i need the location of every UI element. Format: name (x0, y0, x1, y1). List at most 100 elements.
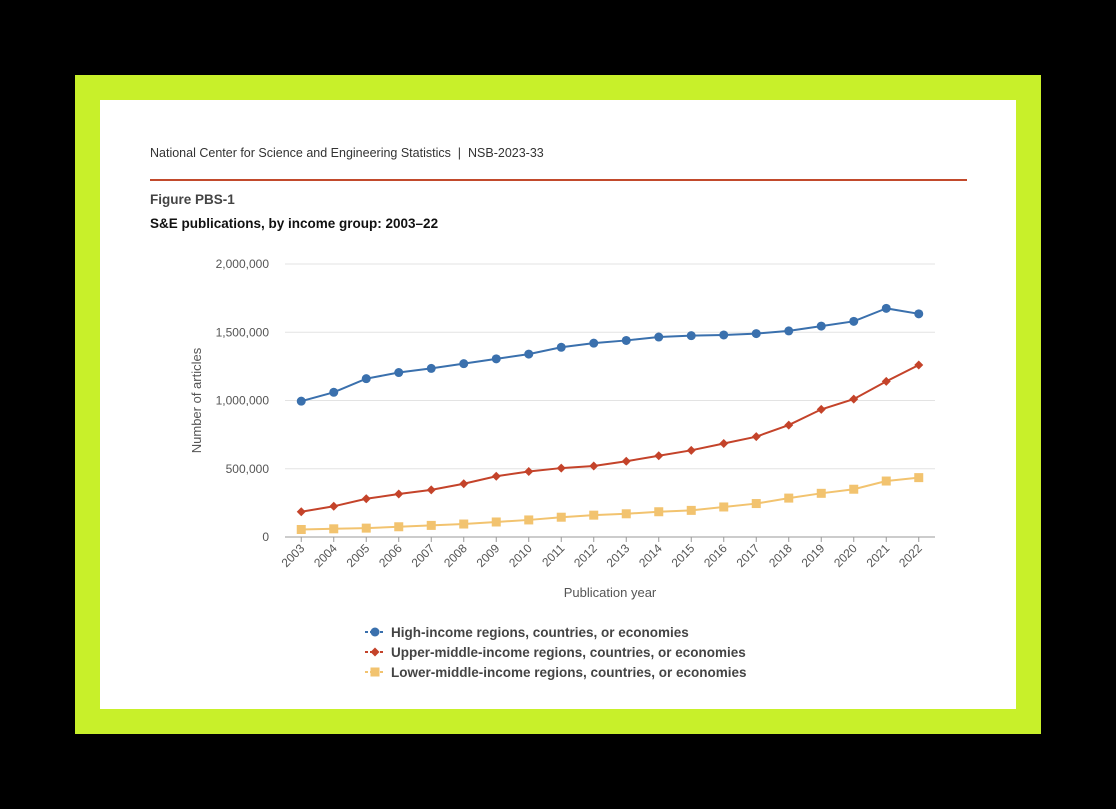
x-tick-label: 2007 (409, 541, 438, 570)
y-tick-label: 2,000,000 (216, 257, 270, 271)
data-point-series-2 (459, 479, 469, 489)
series-line-3 (301, 476, 919, 531)
data-point-series-1 (556, 342, 566, 352)
chart-legend: High-income regions, countries, or econo… (365, 622, 747, 682)
x-tick-label: 2014 (636, 541, 665, 570)
data-point-series-1 (751, 329, 761, 339)
data-point-series-2 (296, 507, 306, 517)
data-point-series-2 (849, 394, 859, 404)
x-tick-label: 2003 (279, 541, 308, 570)
data-point-series-3 (751, 499, 761, 509)
data-point-series-2 (426, 485, 436, 495)
data-point-series-3 (426, 520, 436, 530)
data-point-series-3 (621, 509, 631, 519)
data-point-series-1 (816, 321, 826, 331)
x-tick-label: 2022 (896, 541, 925, 570)
circle-marker-icon (365, 627, 385, 637)
data-point-series-2 (329, 501, 339, 511)
data-point-series-3 (849, 484, 859, 494)
data-point-series-1 (296, 396, 306, 406)
data-point-series-2 (686, 445, 696, 455)
figure-label: Figure PBS-1 (150, 192, 235, 207)
data-point-series-1 (881, 303, 891, 313)
y-axis-title: Number of articles (189, 347, 204, 453)
figure-title: S&E publications, by income group: 2003–… (150, 216, 439, 231)
data-point-series-1 (394, 368, 404, 378)
data-point-series-1 (589, 338, 599, 348)
data-point-series-3 (394, 522, 404, 532)
data-point-series-1 (361, 374, 371, 384)
x-tick-label: 2017 (734, 541, 763, 570)
legend-item[interactable]: High-income regions, countries, or econo… (365, 622, 747, 642)
x-tick-label: 2010 (506, 541, 535, 570)
x-tick-label: 2009 (474, 541, 503, 570)
data-point-series-2 (361, 494, 371, 504)
data-point-series-1 (784, 326, 794, 336)
data-point-series-2 (589, 461, 599, 471)
data-point-series-3 (556, 512, 566, 522)
legend-item[interactable]: Upper-middle-income regions, countries, … (365, 642, 747, 662)
source-line: National Center for Science and Engineer… (150, 146, 544, 160)
data-point-series-1 (459, 359, 469, 369)
data-point-series-1 (849, 316, 859, 326)
y-tick-label: 500,000 (226, 462, 270, 476)
x-tick-label: 2020 (831, 541, 860, 570)
diamond-marker-icon (365, 647, 385, 657)
data-point-series-2 (914, 360, 924, 370)
data-point-series-3 (816, 488, 826, 498)
x-tick-label: 2015 (669, 541, 698, 570)
data-point-series-2 (621, 456, 631, 466)
data-point-series-1 (491, 354, 501, 364)
data-point-series-2 (556, 463, 566, 473)
x-tick-label: 2004 (311, 541, 340, 570)
data-point-series-3 (589, 510, 599, 520)
square-marker-icon (365, 667, 385, 677)
data-point-series-2 (751, 432, 761, 442)
data-point-series-3 (491, 517, 501, 527)
data-point-series-1 (654, 332, 664, 342)
legend-label: Lower-middle-income regions, countries, … (391, 664, 747, 680)
series-line-2 (301, 364, 920, 513)
data-point-series-3 (524, 515, 534, 525)
x-tick-label: 2019 (799, 541, 828, 570)
data-point-series-1 (719, 330, 729, 340)
data-point-series-2 (524, 466, 534, 476)
data-point-series-2 (881, 376, 891, 386)
data-point-series-3 (719, 502, 729, 512)
data-point-series-3 (459, 519, 469, 529)
data-point-series-1 (686, 331, 696, 341)
x-tick-label: 2021 (864, 541, 893, 570)
data-point-series-1 (914, 309, 924, 319)
data-point-series-3 (654, 507, 664, 517)
data-point-series-3 (881, 476, 891, 486)
data-point-series-3 (686, 505, 696, 515)
header-rule (150, 179, 967, 181)
series-line-1 (300, 307, 919, 403)
data-point-series-1 (426, 363, 436, 373)
x-tick-label: 2008 (441, 541, 470, 570)
data-point-series-1 (329, 387, 339, 397)
y-tick-label: 1,000,000 (216, 394, 270, 408)
x-axis-title: Publication year (564, 585, 657, 600)
legend-item[interactable]: Lower-middle-income regions, countries, … (365, 662, 747, 682)
data-point-series-2 (654, 451, 664, 461)
data-point-series-1 (621, 335, 631, 345)
data-point-series-3 (914, 473, 924, 483)
legend-label: Upper-middle-income regions, countries, … (391, 644, 746, 660)
y-tick-label: 0 (262, 530, 269, 544)
x-tick-label: 2013 (604, 541, 633, 570)
figure-card: National Center for Science and Engineer… (100, 100, 1016, 709)
x-tick-label: 2018 (766, 541, 795, 570)
legend-label: High-income regions, countries, or econo… (391, 624, 689, 640)
x-tick-label: 2012 (571, 541, 600, 570)
x-tick-label: 2016 (701, 541, 730, 570)
data-point-series-3 (296, 524, 306, 534)
x-tick-label: 2005 (344, 541, 373, 570)
data-point-series-2 (784, 420, 794, 430)
data-point-series-3 (784, 493, 794, 503)
x-tick-label: 2006 (376, 541, 405, 570)
data-point-series-3 (329, 524, 339, 534)
data-point-series-2 (394, 489, 404, 499)
data-point-series-3 (361, 523, 371, 533)
